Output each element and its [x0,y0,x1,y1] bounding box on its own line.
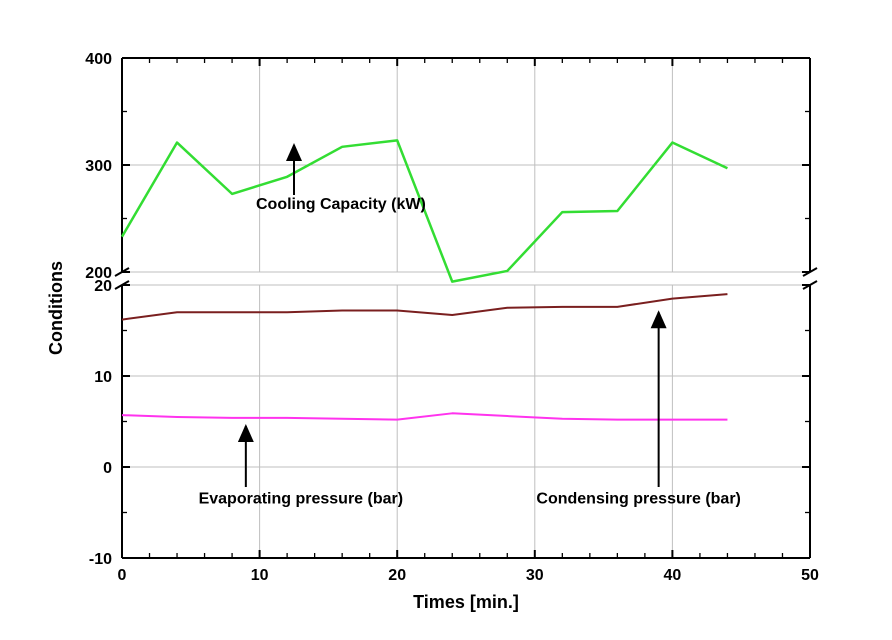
svg-text:0: 0 [103,460,112,477]
svg-text:200: 200 [85,265,112,282]
annotation-label: Evaporating pressure (bar) [199,490,404,507]
svg-text:-10: -10 [89,551,112,568]
y-axis-label: Conditions [46,261,66,355]
x-axis-label: Times [min.] [413,592,519,612]
annotation-label: Condensing pressure (bar) [536,490,740,507]
svg-text:300: 300 [85,158,112,175]
svg-text:20: 20 [388,567,406,584]
svg-text:30: 30 [526,567,544,584]
svg-text:400: 400 [85,51,112,68]
svg-text:0: 0 [118,567,127,584]
annotation-label: Cooling Capacity (kW) [256,196,426,213]
chart-container: 01020304050-1001020200300400Times [min.]… [0,0,892,640]
svg-text:40: 40 [664,567,682,584]
svg-text:10: 10 [251,567,269,584]
svg-text:50: 50 [801,567,819,584]
svg-text:10: 10 [94,369,112,386]
line-chart: 01020304050-1001020200300400Times [min.]… [0,0,892,640]
